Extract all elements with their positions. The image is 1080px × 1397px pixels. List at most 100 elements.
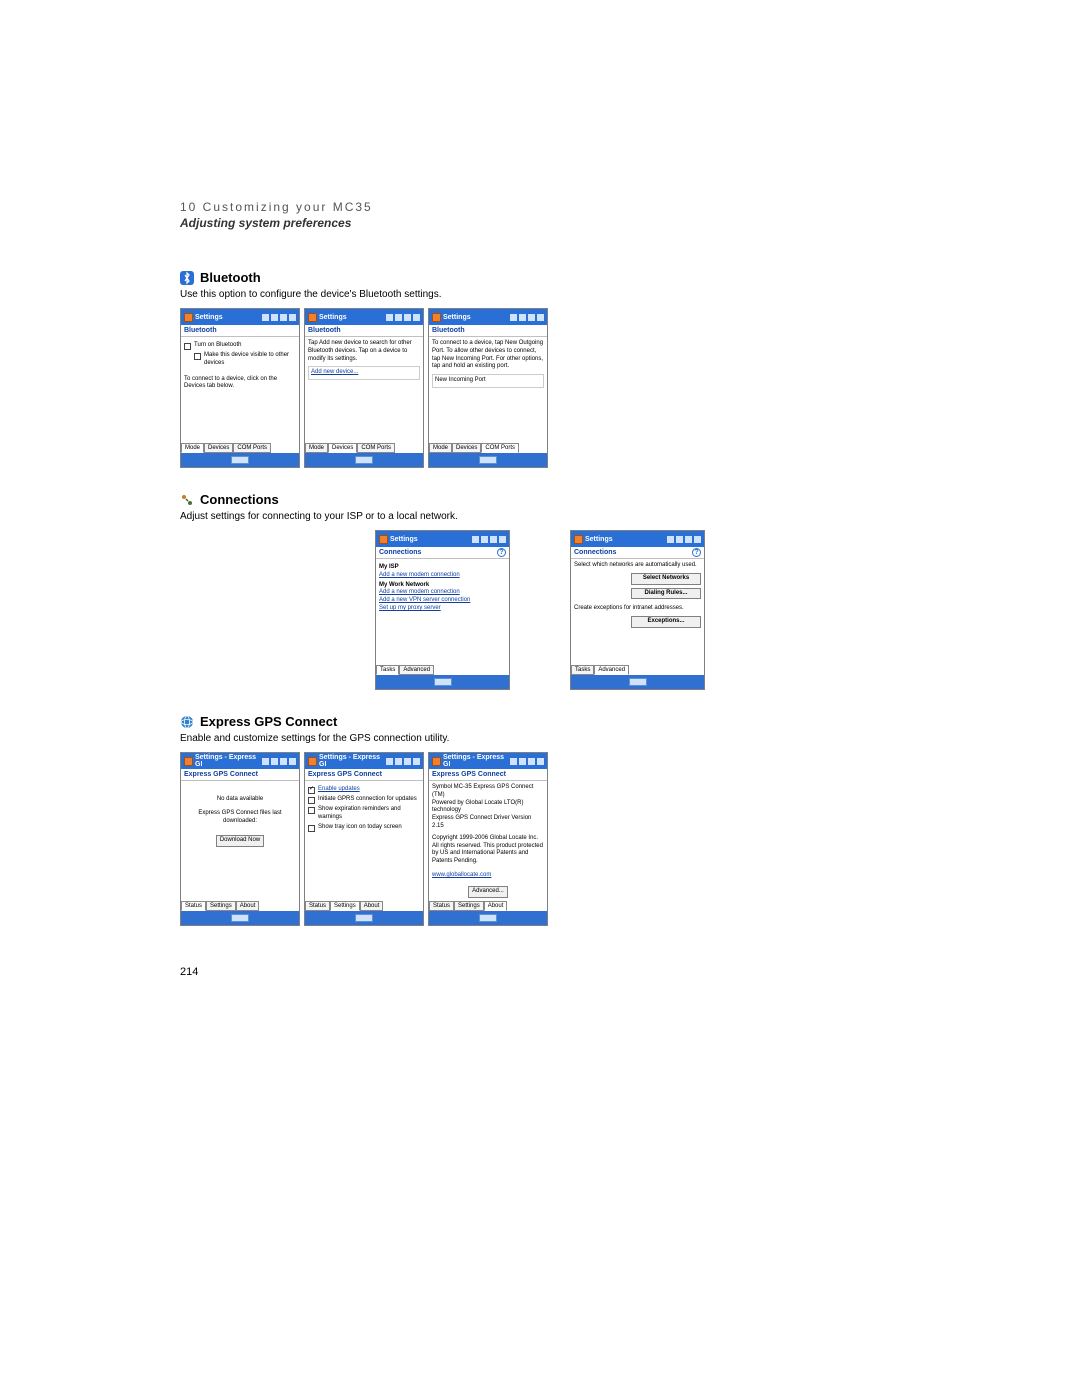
ck-enable-updates[interactable]: Enable updates — [308, 786, 420, 794]
sip-bar — [181, 911, 299, 925]
start-icon[interactable] — [432, 757, 441, 766]
btn-dialing-rules[interactable]: Dialing Rules... — [631, 588, 701, 600]
tab-mode[interactable]: Mode — [181, 443, 204, 453]
title-text: Settings - Express GI — [443, 754, 508, 768]
start-icon[interactable] — [574, 535, 583, 544]
titlebar: Settings — [571, 531, 704, 547]
page-number: 214 — [180, 966, 900, 978]
speaker-icon — [280, 314, 287, 321]
start-icon[interactable] — [308, 313, 317, 322]
checkbox-turn-on-bt[interactable]: Turn on Bluetooth — [184, 342, 296, 350]
ck-gprs[interactable]: Initiate GPRS connection for updates — [308, 796, 420, 804]
tab-about[interactable]: About — [236, 901, 260, 911]
signal-icon — [262, 758, 269, 765]
subbar-text: Connections — [379, 549, 421, 556]
subbar-text: Connections — [574, 549, 616, 556]
help-icon[interactable]: ? — [692, 548, 701, 557]
about-l0: Symbol MC-35 Express GPS Connect (TM) — [432, 784, 544, 800]
tab-mode[interactable]: Mode — [305, 443, 328, 453]
btn-exceptions[interactable]: Exceptions... — [631, 616, 701, 628]
title-text: Settings — [443, 314, 508, 321]
subtitle-bar: Bluetooth — [305, 325, 423, 337]
titlebar: Settings - Express GI — [429, 753, 547, 769]
body-text: Tap Add new device to search for other B… — [308, 340, 420, 363]
tab-devices[interactable]: Devices — [452, 443, 481, 453]
tab-advanced[interactable]: Advanced — [399, 665, 434, 675]
btn-select-networks[interactable]: Select Networks — [631, 573, 701, 585]
start-icon[interactable] — [184, 313, 193, 322]
new-incoming-port[interactable]: New Incoming Port — [432, 374, 544, 388]
start-icon[interactable] — [308, 757, 317, 766]
subtitle-bar: Express GPS Connect — [429, 769, 547, 781]
start-icon[interactable] — [432, 313, 441, 322]
titlebar: Settings - Express GI — [305, 753, 423, 769]
ck-trayicon[interactable]: Show tray icon on today screen — [308, 824, 420, 832]
btn-advanced[interactable]: Advanced... — [468, 886, 508, 898]
close-icon[interactable] — [537, 314, 544, 321]
tab-status[interactable]: Status — [305, 901, 330, 911]
body: My ISP Add a new modem connection My Wor… — [376, 559, 509, 665]
lnk-add-vpn[interactable]: Add a new VPN server connection — [379, 597, 506, 605]
tab-settings[interactable]: Settings — [206, 901, 236, 911]
close-icon[interactable] — [289, 314, 296, 321]
start-icon[interactable] — [184, 757, 193, 766]
sip-bar — [181, 453, 299, 467]
btn-download-now[interactable]: Download Now — [216, 835, 264, 847]
keyboard-icon[interactable] — [434, 678, 452, 686]
close-icon[interactable] — [289, 758, 296, 765]
wm-screen-conn-advanced: Settings Connections ? Select which netw… — [570, 530, 705, 690]
close-icon[interactable] — [537, 758, 544, 765]
keyboard-icon[interactable] — [355, 456, 373, 464]
start-icon[interactable] — [379, 535, 388, 544]
tab-status[interactable]: Status — [429, 901, 454, 911]
lnk-globallocate[interactable]: www.globallocate.com — [432, 872, 544, 880]
tab-tasks[interactable]: Tasks — [376, 665, 399, 675]
close-icon[interactable] — [413, 758, 420, 765]
chapter-number-title: 10 Customizing your MC35 — [180, 200, 900, 214]
connections-screens: Settings Connections ? My ISP Add a new … — [220, 530, 860, 690]
lnk-add-modem-work[interactable]: Add a new modem connection — [379, 589, 506, 597]
titlebar: Settings — [429, 309, 547, 325]
tab-about[interactable]: About — [360, 901, 384, 911]
tab-com-ports[interactable]: COM Ports — [233, 443, 271, 453]
signal-icon — [510, 758, 517, 765]
wm-screen-gps-settings: Settings - Express GI Express GPS Connec… — [304, 752, 424, 926]
tab-com-ports[interactable]: COM Ports — [481, 443, 519, 453]
subtitle-bar: Bluetooth — [181, 325, 299, 337]
close-icon[interactable] — [694, 536, 701, 543]
antenna-icon — [676, 536, 683, 543]
close-icon[interactable] — [499, 536, 506, 543]
section-title: Connections — [200, 492, 279, 507]
keyboard-icon[interactable] — [479, 456, 497, 464]
help-icon[interactable]: ? — [497, 548, 506, 557]
signal-icon — [386, 314, 393, 321]
add-new-device[interactable]: Add new device... — [308, 366, 420, 380]
tab-about[interactable]: About — [484, 901, 508, 911]
keyboard-icon[interactable] — [479, 914, 497, 922]
tab-mode[interactable]: Mode — [429, 443, 452, 453]
sip-bar — [429, 911, 547, 925]
keyboard-icon[interactable] — [355, 914, 373, 922]
tab-status[interactable]: Status — [181, 901, 206, 911]
close-icon[interactable] — [413, 314, 420, 321]
lnk-add-modem-isp[interactable]: Add a new modem connection — [379, 572, 506, 580]
body: Enable updates Initiate GPRS connection … — [305, 781, 423, 901]
lnk-proxy[interactable]: Set up my proxy server — [379, 605, 506, 613]
tab-tasks[interactable]: Tasks — [571, 665, 594, 675]
tab-settings[interactable]: Settings — [454, 901, 484, 911]
titlebar: Settings — [376, 531, 509, 547]
tab-com-ports[interactable]: COM Ports — [357, 443, 395, 453]
checkbox-visible[interactable]: Make this device visible to other device… — [194, 352, 296, 368]
ck-warnings[interactable]: Show expiration reminders and warnings — [308, 806, 420, 822]
body: Select which networks are automatically … — [571, 559, 704, 665]
keyboard-icon[interactable] — [231, 914, 249, 922]
keyboard-icon[interactable] — [629, 678, 647, 686]
sip-bar — [429, 453, 547, 467]
keyboard-icon[interactable] — [231, 456, 249, 464]
titlebar: Settings — [305, 309, 423, 325]
tab-devices[interactable]: Devices — [328, 443, 357, 453]
tab-advanced[interactable]: Advanced — [594, 665, 629, 675]
titlebar: Settings - Express GI — [181, 753, 299, 769]
tab-settings[interactable]: Settings — [330, 901, 360, 911]
tab-devices[interactable]: Devices — [204, 443, 233, 453]
